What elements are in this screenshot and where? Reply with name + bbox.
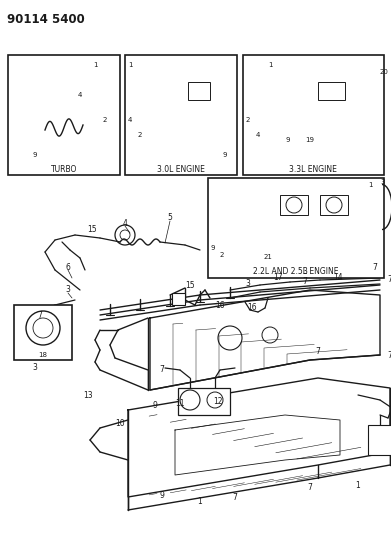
Text: 4: 4 bbox=[122, 219, 127, 228]
Text: 7: 7 bbox=[303, 278, 307, 287]
Text: 17: 17 bbox=[273, 273, 283, 282]
Bar bbox=[243, 55, 384, 175]
Text: 1: 1 bbox=[93, 62, 97, 68]
Text: 11: 11 bbox=[175, 399, 185, 408]
Text: 2: 2 bbox=[138, 132, 142, 138]
Text: 1: 1 bbox=[368, 182, 372, 188]
Bar bbox=[172, 293, 185, 305]
Text: 9: 9 bbox=[223, 152, 227, 158]
Text: 1: 1 bbox=[128, 62, 132, 68]
Text: 16: 16 bbox=[215, 301, 225, 310]
Text: 3.3L ENGINE: 3.3L ENGINE bbox=[289, 166, 337, 174]
Text: 13: 13 bbox=[83, 391, 93, 400]
Text: 3: 3 bbox=[381, 179, 385, 185]
Text: 2: 2 bbox=[103, 117, 107, 123]
Text: 19: 19 bbox=[305, 137, 314, 143]
Text: 7: 7 bbox=[373, 262, 377, 271]
Text: 21: 21 bbox=[264, 254, 273, 260]
Text: 4: 4 bbox=[78, 92, 82, 98]
Bar bbox=[318, 82, 345, 100]
Text: 7: 7 bbox=[160, 366, 165, 375]
Text: 15: 15 bbox=[87, 225, 97, 235]
Text: TURBO: TURBO bbox=[51, 166, 77, 174]
Text: 9: 9 bbox=[286, 137, 290, 143]
Text: 9: 9 bbox=[152, 400, 158, 409]
Text: 1: 1 bbox=[356, 481, 361, 490]
Bar bbox=[208, 178, 384, 278]
Text: 9: 9 bbox=[211, 245, 215, 251]
Text: 90114 5400: 90114 5400 bbox=[7, 13, 85, 26]
Text: 2: 2 bbox=[246, 117, 250, 123]
Text: 7: 7 bbox=[387, 351, 391, 359]
Text: 7: 7 bbox=[233, 494, 237, 503]
Text: 10: 10 bbox=[115, 418, 125, 427]
Text: 7: 7 bbox=[308, 482, 312, 491]
Text: 2.2L AND 2.5L ENGINE: 2.2L AND 2.5L ENGINE bbox=[253, 268, 339, 277]
Text: 3: 3 bbox=[303, 268, 307, 277]
Text: 7: 7 bbox=[38, 311, 43, 320]
Text: 15: 15 bbox=[185, 280, 195, 289]
Text: 3: 3 bbox=[246, 279, 251, 288]
Text: 1: 1 bbox=[268, 62, 272, 68]
Text: 20: 20 bbox=[380, 69, 388, 75]
Text: 3: 3 bbox=[66, 286, 70, 295]
Text: 4: 4 bbox=[128, 117, 132, 123]
Bar bbox=[125, 55, 237, 175]
Bar bbox=[368, 425, 391, 455]
Bar bbox=[8, 55, 120, 175]
Text: 3: 3 bbox=[32, 364, 38, 373]
Text: 9: 9 bbox=[33, 152, 37, 158]
Text: 18: 18 bbox=[38, 352, 47, 358]
Text: 1: 1 bbox=[197, 497, 203, 506]
Text: 7: 7 bbox=[387, 276, 391, 285]
Text: 4: 4 bbox=[256, 132, 260, 138]
Text: 9: 9 bbox=[160, 490, 165, 499]
Text: 16: 16 bbox=[247, 303, 257, 312]
Bar bbox=[14, 305, 72, 360]
Bar bbox=[188, 82, 210, 100]
Text: 5: 5 bbox=[168, 214, 172, 222]
Bar bbox=[178, 388, 230, 415]
Text: 14: 14 bbox=[333, 273, 343, 282]
Text: 12: 12 bbox=[213, 398, 223, 407]
Text: 2: 2 bbox=[220, 252, 224, 258]
Text: 7: 7 bbox=[316, 348, 321, 357]
Text: 6: 6 bbox=[66, 262, 70, 271]
Bar bbox=[280, 195, 308, 215]
Bar bbox=[320, 195, 348, 215]
Text: 3.0L ENGINE: 3.0L ENGINE bbox=[157, 166, 205, 174]
